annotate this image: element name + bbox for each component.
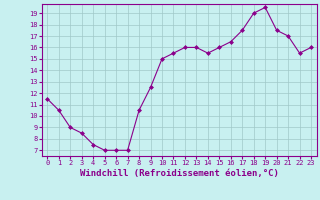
- X-axis label: Windchill (Refroidissement éolien,°C): Windchill (Refroidissement éolien,°C): [80, 169, 279, 178]
